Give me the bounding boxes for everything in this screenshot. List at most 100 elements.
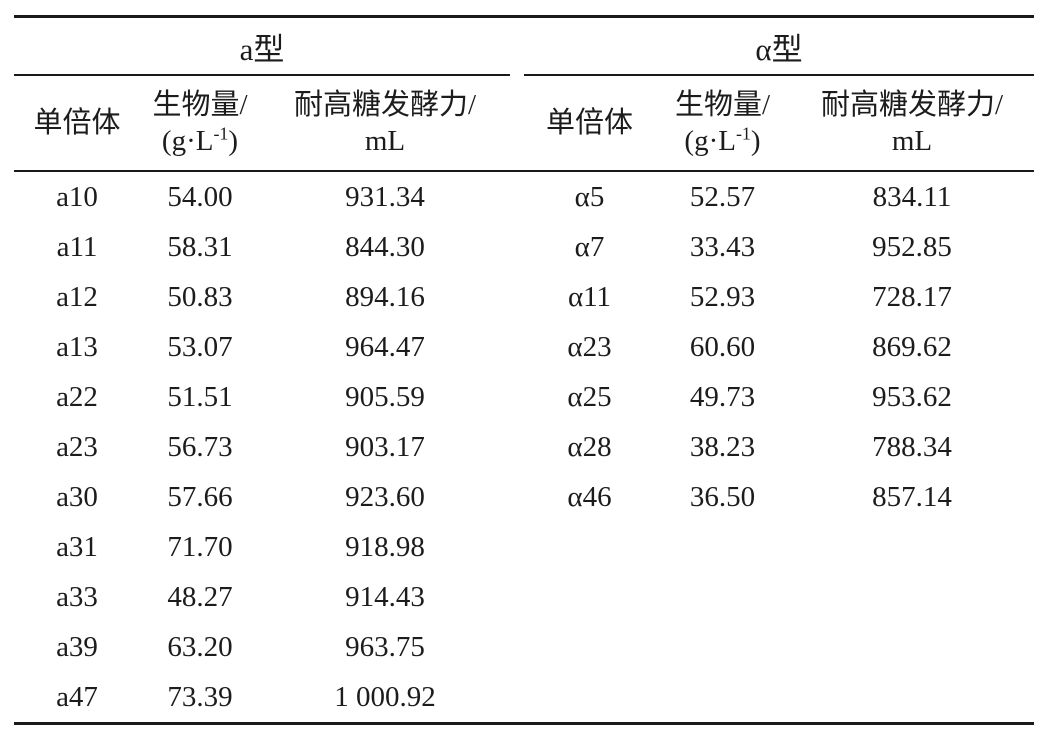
column-gap <box>510 372 524 422</box>
cell-biomass: 53.07 <box>167 330 233 363</box>
cell-fermentation: 964.47 <box>345 330 425 363</box>
cell-haploid: a30 <box>56 480 98 513</box>
column-gap <box>510 672 524 724</box>
cell-biomass: 49.73 <box>689 380 756 413</box>
cell-fermentation: 903.17 <box>345 430 425 463</box>
column-gap <box>510 171 524 222</box>
cell-haploid: a10 <box>56 180 98 213</box>
cell-biomass: 48.27 <box>167 580 233 613</box>
cell-biomass <box>655 522 790 572</box>
column-gap <box>510 17 524 76</box>
cell-fermentation: 914.43 <box>345 580 425 613</box>
group-header-a-type: a型 <box>14 16 510 76</box>
table-row: a23 56.73 903.17 α28 38.23 788.34 <box>14 422 1034 472</box>
cell-fermentation: 952.85 <box>872 230 952 263</box>
biomass-label: 生物量/ <box>674 88 771 121</box>
column-gap <box>510 622 524 672</box>
biomass-unit: (g·L-1) <box>684 123 761 157</box>
cell-fermentation <box>790 622 1034 672</box>
cell-haploid: a22 <box>56 380 98 413</box>
col-header-fermentation-right: 耐高糖发酵力/ mL <box>790 75 1034 172</box>
cell-haploid: α46 <box>567 480 612 513</box>
cell-fermentation: 869.62 <box>872 330 952 363</box>
biomass-label: 生物量/ <box>152 88 248 121</box>
cell-haploid: α25 <box>567 380 612 413</box>
cell-fermentation: 844.30 <box>345 230 425 263</box>
group-header-alpha-type: α型 <box>524 16 1034 76</box>
cell-fermentation: 788.34 <box>872 430 952 463</box>
col-header-biomass-left: 生物量/ (g·L-1) <box>140 75 260 172</box>
cell-fermentation: 834.11 <box>872 180 952 213</box>
cell-fermentation: 1 000.92 <box>334 680 436 713</box>
column-gap <box>510 75 524 172</box>
cell-biomass: 52.93 <box>689 280 756 313</box>
cell-biomass: 51.51 <box>167 380 233 413</box>
fermentation-label: 耐高糖发酵力/ <box>820 88 1004 121</box>
cell-fermentation: 857.14 <box>872 480 952 513</box>
table-row: a47 73.39 1 000.92 <box>14 672 1034 724</box>
cell-fermentation <box>790 672 1034 724</box>
cell-haploid <box>524 572 655 622</box>
col-header-fermentation-left: 耐高糖发酵力/ mL <box>260 75 510 172</box>
cell-fermentation <box>790 522 1034 572</box>
column-gap <box>510 272 524 322</box>
cell-biomass: 60.60 <box>689 330 756 363</box>
table-row: a31 71.70 918.98 <box>14 522 1034 572</box>
table-row: a33 48.27 914.43 <box>14 572 1034 622</box>
cell-haploid: α11 <box>567 280 612 313</box>
table-row: a39 63.20 963.75 <box>14 622 1034 672</box>
cell-biomass: 57.66 <box>167 480 233 513</box>
table-container: a型 α型 单倍体 生物量/ (g·L-1) 耐高糖发酵力/ mL 单倍体 生物… <box>14 15 1034 725</box>
cell-haploid <box>524 672 655 724</box>
cell-biomass: 71.70 <box>167 530 233 563</box>
table-row: a10 54.00 931.34 α5 52.57 834.11 <box>14 171 1034 222</box>
column-gap <box>510 322 524 372</box>
column-gap <box>510 222 524 272</box>
column-gap <box>510 522 524 572</box>
cell-haploid: a11 <box>56 230 98 263</box>
cell-fermentation: 963.75 <box>345 630 425 663</box>
cell-biomass <box>655 672 790 724</box>
biomass-unit: (g·L-1) <box>161 123 239 157</box>
cell-haploid: a33 <box>56 580 98 613</box>
cell-fermentation: 894.16 <box>345 280 425 313</box>
col-header-haploid-left: 单倍体 <box>14 75 140 172</box>
table-row: a13 53.07 964.47 α23 60.60 869.62 <box>14 322 1034 372</box>
cell-biomass: 36.50 <box>689 480 756 513</box>
table-row: a11 58.31 844.30 α7 33.43 952.85 <box>14 222 1034 272</box>
cell-fermentation: 905.59 <box>345 380 425 413</box>
column-header-row: 单倍体 生物量/ (g·L-1) 耐高糖发酵力/ mL 单倍体 生物量/ (g·… <box>14 75 1034 172</box>
fermentation-unit: mL <box>891 125 933 157</box>
col-header-biomass-right: 生物量/ (g·L-1) <box>655 75 790 172</box>
cell-fermentation <box>790 572 1034 622</box>
cell-haploid <box>524 622 655 672</box>
cell-haploid: a12 <box>56 280 98 313</box>
cell-biomass: 38.23 <box>689 430 756 463</box>
table-row: a22 51.51 905.59 α25 49.73 953.62 <box>14 372 1034 422</box>
cell-biomass: 52.57 <box>689 180 756 213</box>
group-header-row: a型 α型 <box>14 16 1034 76</box>
table-row: a30 57.66 923.60 α46 36.50 857.14 <box>14 472 1034 522</box>
cell-biomass: 58.31 <box>167 230 233 263</box>
cell-biomass: 33.43 <box>689 230 756 263</box>
column-gap <box>510 422 524 472</box>
column-gap <box>510 572 524 622</box>
cell-fermentation: 918.98 <box>345 530 425 563</box>
cell-biomass: 54.00 <box>167 180 233 213</box>
cell-haploid: a31 <box>56 530 98 563</box>
cell-haploid <box>524 522 655 572</box>
cell-biomass <box>655 572 790 622</box>
cell-fermentation: 728.17 <box>872 280 952 313</box>
cell-haploid: α28 <box>567 430 612 463</box>
cell-fermentation: 953.62 <box>872 380 952 413</box>
cell-biomass: 63.20 <box>167 630 233 663</box>
fermentation-label: 耐高糖发酵力/ <box>293 88 477 121</box>
cell-haploid: α23 <box>567 330 612 363</box>
cell-haploid: α7 <box>574 230 605 263</box>
col-header-haploid-right: 单倍体 <box>524 75 655 172</box>
cell-biomass <box>655 622 790 672</box>
cell-haploid: a13 <box>56 330 98 363</box>
cell-haploid: a23 <box>56 430 98 463</box>
cell-fermentation: 931.34 <box>345 180 425 213</box>
haploid-results-table: a型 α型 单倍体 生物量/ (g·L-1) 耐高糖发酵力/ mL 单倍体 生物… <box>14 15 1034 725</box>
